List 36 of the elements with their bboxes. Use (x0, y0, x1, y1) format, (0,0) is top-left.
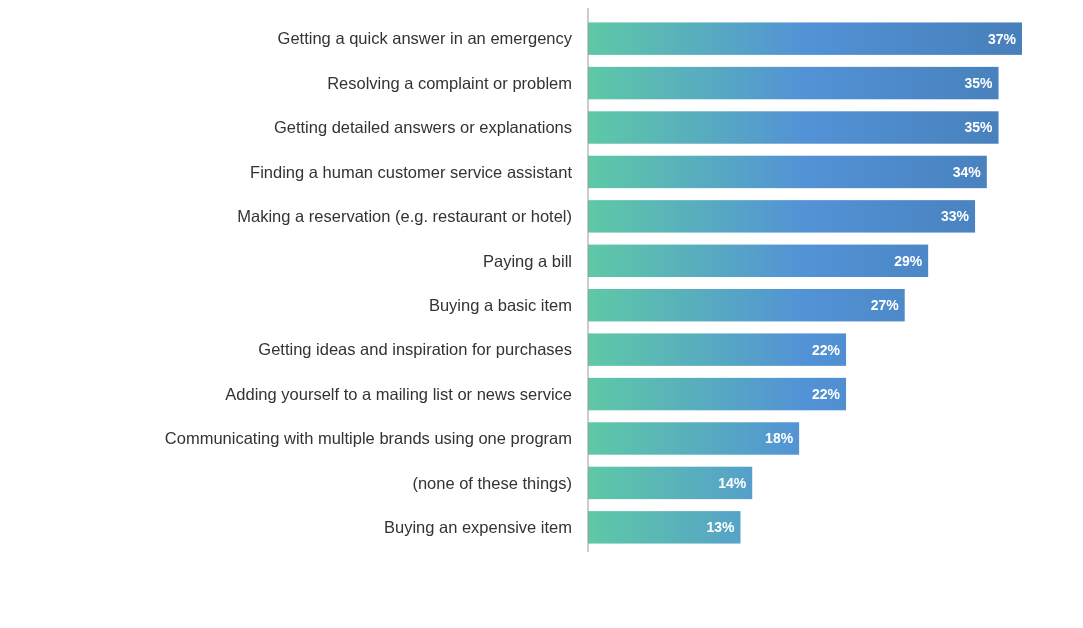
bar (588, 111, 999, 144)
y-tick-label: Communicating with multiple brands using one program (164, 429, 572, 448)
y-tick-label: Getting ideas and inspiration for purchases (258, 340, 572, 359)
y-tick-label: Getting a quick answer in an emergency (277, 29, 573, 48)
y-tick-label: Buying an expensive item (383, 518, 572, 537)
y-tick-label: Buying a basic item (428, 295, 572, 314)
y-tick-label: Finding a human customer service assistant (250, 162, 573, 181)
y-tick-label: Getting detailed answers or explanations (273, 118, 572, 137)
bar (588, 66, 999, 100)
data-label: 35% (964, 119, 994, 136)
bar (588, 511, 741, 544)
bar (588, 466, 753, 500)
y-tick-label: Resolving a complaint or problem (327, 73, 572, 92)
y-tick-label: Adding yourself to a mailing list or news service (225, 384, 572, 403)
data-label: 29% (894, 252, 923, 269)
data-label: 22% (812, 341, 841, 358)
y-tick-label: Making a reservation (e.g. restaurant or hotel) (237, 207, 572, 226)
bar (588, 422, 800, 455)
data-label: 34% (952, 163, 982, 180)
data-label: 22% (812, 385, 841, 402)
bar (588, 244, 929, 277)
data-label: 18% (765, 430, 794, 447)
bar (588, 22, 1022, 55)
data-label: 13% (706, 519, 736, 536)
y-tick-label: Paying a bill (483, 251, 572, 270)
bar (588, 289, 905, 322)
data-label: 37% (987, 30, 1017, 47)
bar (588, 333, 847, 366)
bar (588, 377, 847, 411)
bar (588, 200, 976, 233)
data-label: 33% (941, 208, 970, 225)
bar (588, 155, 987, 189)
data-label: 14% (718, 474, 747, 491)
data-label: 35% (964, 74, 994, 91)
data-label: 27% (870, 297, 900, 314)
y-tick-label: (none of these things) (412, 473, 572, 492)
